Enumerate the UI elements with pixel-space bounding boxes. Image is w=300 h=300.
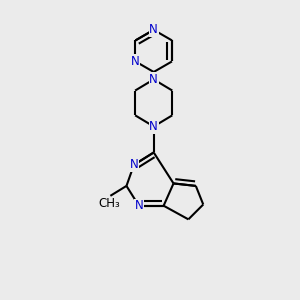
- Text: N: N: [134, 199, 143, 212]
- Text: N: N: [149, 23, 158, 36]
- Text: N: N: [131, 55, 140, 68]
- Text: CH₃: CH₃: [98, 197, 120, 210]
- Text: N: N: [149, 73, 158, 86]
- Text: N: N: [149, 120, 158, 133]
- Text: N: N: [130, 158, 138, 171]
